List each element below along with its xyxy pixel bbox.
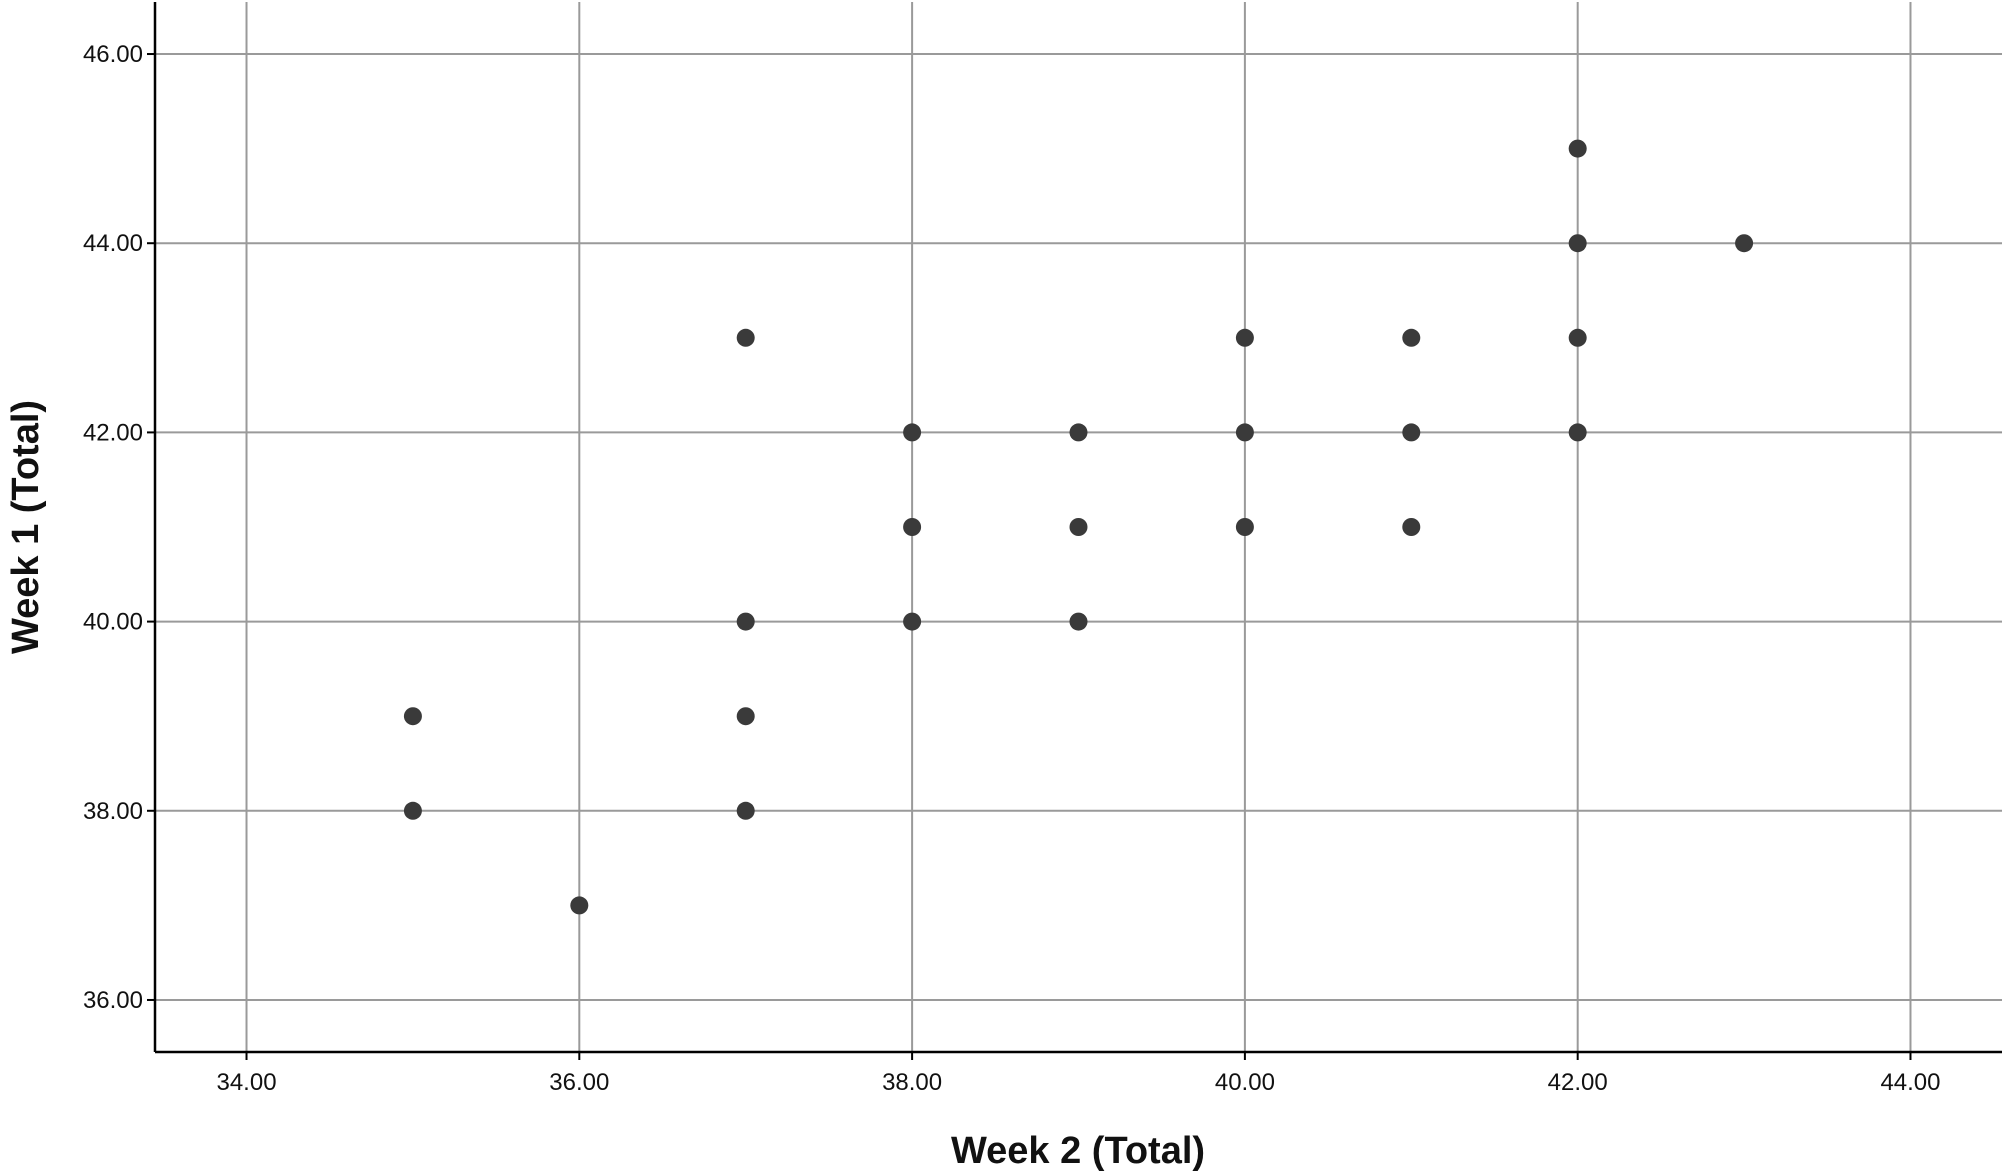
y-tick-label: 36.00 [83,987,143,1014]
data-point [1568,234,1587,253]
x-tick-label: 44.00 [1880,1069,1940,1096]
data-point [1568,328,1587,347]
tick-labels: 34.00 36.00 38.00 40.00 42.00 44.00 36.00 38.00… [83,41,1941,1096]
data-point [1735,234,1754,253]
data-point [903,612,922,631]
y-axis-title: Week 1 (Total) [5,400,47,654]
data-point [736,801,755,820]
data-point [1402,423,1421,442]
data-points [403,139,1754,915]
y-tick-label: 46.00 [83,41,143,68]
data-point [1402,328,1421,347]
data-point [736,612,755,631]
data-point [1069,423,1088,442]
data-point [570,896,589,915]
data-point [1069,612,1088,631]
data-point [903,518,922,536]
data-point [1568,139,1587,158]
x-tick-label: 34.00 [216,1069,276,1096]
data-point [736,328,755,347]
y-tick-label: 40.00 [83,609,143,636]
x-tick-label: 36.00 [549,1069,609,1096]
data-point [1402,518,1421,536]
x-tick-label: 40.00 [1215,1069,1275,1096]
data-point [403,707,422,726]
data-point [1235,518,1254,536]
data-point [903,423,922,442]
x-tick-label: 42.00 [1548,1069,1608,1096]
data-point [736,707,755,726]
x-tick-label: 38.00 [882,1069,942,1096]
data-point [1235,423,1254,442]
axes [147,2,2002,1060]
y-tick-label: 44.00 [83,230,143,257]
data-point [403,801,422,820]
x-axis-title: Week 2 (Total) [951,1130,1205,1172]
y-tick-label: 38.00 [83,798,143,825]
data-point [1568,423,1587,442]
data-point [1069,518,1088,536]
data-point [1235,328,1254,347]
y-tick-label: 42.00 [83,419,143,446]
